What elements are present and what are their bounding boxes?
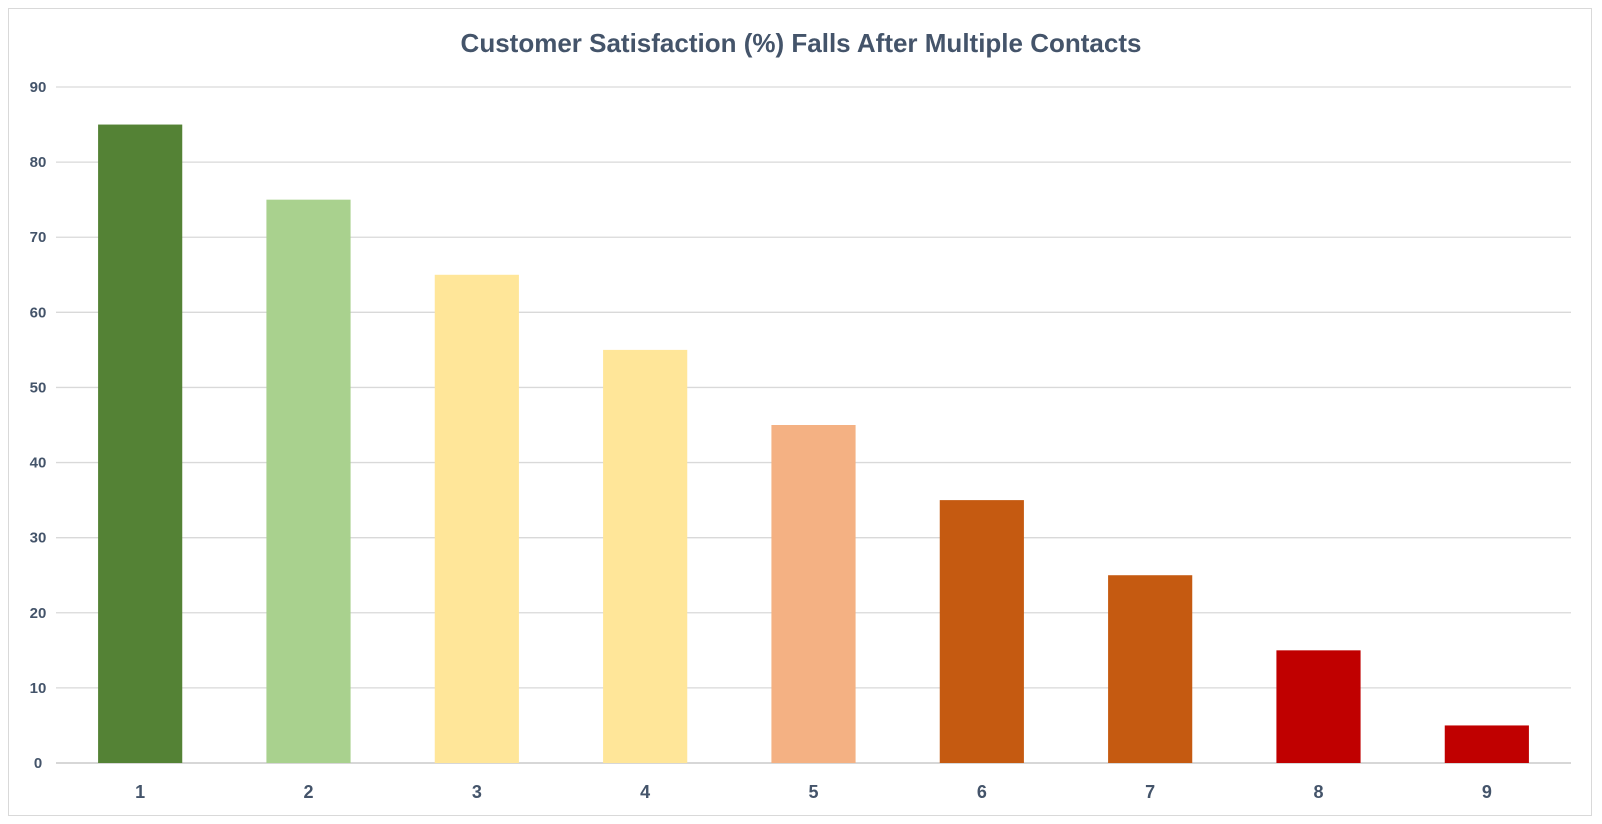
x-tick-label: 3 <box>472 782 482 802</box>
y-tick-label: 20 <box>30 605 47 622</box>
x-tick-label: 9 <box>1482 782 1492 802</box>
x-axis-ticks: 1 2 3 4 5 6 7 8 9 <box>135 782 1492 802</box>
chart-title: Customer Satisfaction (%) Falls After Mu… <box>461 28 1142 58</box>
bar-1 <box>98 124 183 764</box>
bar-7 <box>1108 575 1193 763</box>
bar-2 <box>266 199 351 763</box>
bars <box>98 124 1529 764</box>
y-tick-label: 70 <box>30 229 47 246</box>
y-tick-label: 90 <box>30 79 47 96</box>
x-tick-label: 4 <box>640 782 650 802</box>
x-tick-label: 8 <box>1313 782 1323 802</box>
bar-4 <box>603 349 688 763</box>
x-tick-label: 7 <box>1145 782 1155 802</box>
y-tick-label: 30 <box>30 530 47 547</box>
bar-8 <box>1276 650 1361 763</box>
x-tick-label: 5 <box>808 782 818 802</box>
x-tick-label: 2 <box>303 782 313 802</box>
bar-9 <box>1444 725 1529 763</box>
bar-6 <box>939 500 1024 763</box>
bar-5 <box>771 425 856 763</box>
bar-3 <box>434 274 519 763</box>
y-tick-label: 10 <box>30 680 47 697</box>
y-tick-label: 50 <box>30 379 47 396</box>
y-tick-label: 0 <box>34 755 42 772</box>
y-tick-label: 80 <box>30 154 47 171</box>
x-tick-label: 6 <box>977 782 987 802</box>
y-tick-label: 60 <box>30 304 47 321</box>
y-axis-ticks: 0 10 20 30 40 50 60 70 80 90 <box>30 79 47 772</box>
x-tick-label: 1 <box>135 782 145 802</box>
y-tick-label: 40 <box>30 455 47 472</box>
